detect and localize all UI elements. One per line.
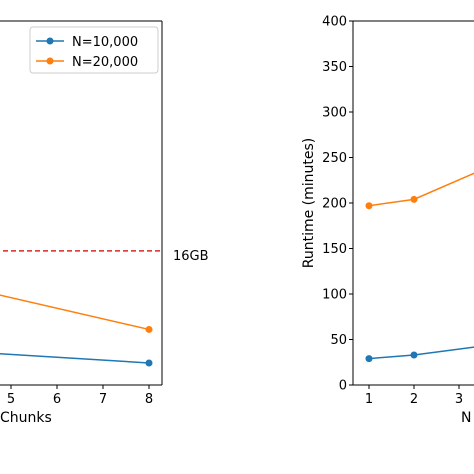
right-x-axis-label: N (461, 410, 471, 426)
left-x-axis-label: Chunks (0, 410, 52, 426)
right-axes: 0 50 100 150 200 250 300 350 400 1 2 3 (322, 15, 474, 407)
data-point (410, 351, 418, 359)
right-x-tick-label: 1 (365, 392, 373, 407)
left-panel: 5 6 7 8 N=10,000 N=20,000 16GB Chunks (0, 20, 209, 426)
right-y-tick-label: 300 (322, 106, 347, 121)
right-y-tick-label: 100 (322, 288, 347, 303)
right-y-tick-label: 200 (322, 197, 347, 212)
right-y-tick-label: 250 (322, 151, 347, 166)
right-y-tick-label: 50 (330, 333, 347, 348)
reference-line-label: 16GB (173, 249, 209, 264)
legend-marker (46, 57, 54, 65)
legend-label: N=10,000 (72, 35, 138, 50)
right-y-tick-label: 400 (322, 15, 347, 30)
data-point (145, 359, 153, 367)
right-plot-area (365, 172, 474, 363)
data-point (145, 325, 153, 333)
right-y-tick-label: 150 (322, 242, 347, 257)
data-point (410, 195, 418, 203)
left-x-tick-label: 7 (99, 392, 107, 407)
right-x-tick-label: 3 (455, 392, 463, 407)
right-y-tick-label: 0 (339, 379, 347, 394)
left-axes: 5 6 7 8 (0, 20, 163, 407)
series-line (368, 172, 474, 207)
legend-label: N=20,000 (72, 55, 138, 70)
right-y-tick-label: 350 (322, 60, 347, 75)
left-x-tick-label: 6 (53, 392, 61, 407)
data-point (365, 202, 373, 210)
series-line (368, 346, 474, 360)
legend: N=10,000 N=20,000 (29, 26, 159, 74)
right-y-axis-label: Runtime (minutes) (301, 138, 317, 269)
left-plot-area (0, 250, 162, 367)
legend-marker (46, 37, 54, 45)
data-point (365, 355, 373, 363)
left-x-tick-label: 8 (145, 392, 153, 407)
series-line (0, 294, 150, 331)
left-x-tick-label: 5 (7, 392, 15, 407)
series-line (0, 352, 150, 364)
right-panel: 0 50 100 150 200 250 300 350 400 1 2 3 Runtime (min… (301, 15, 474, 426)
right-x-tick-label: 2 (410, 392, 418, 407)
